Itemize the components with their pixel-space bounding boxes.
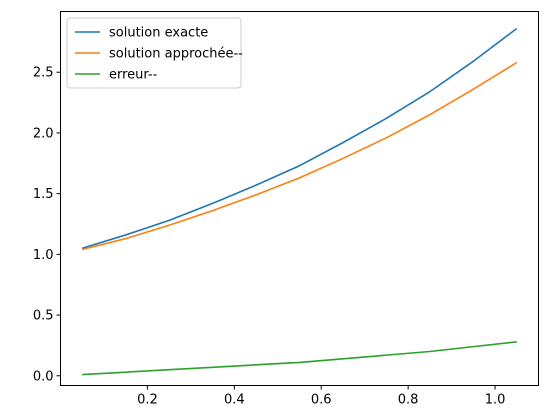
x-tick-label: 0.2 xyxy=(137,393,158,408)
y-tick-label: 0.0 xyxy=(33,369,54,384)
y-axis: 0.0 0.5 1.0 1.5 2.0 2.5 xyxy=(33,66,61,384)
y-tick-label: 1.5 xyxy=(33,187,54,202)
x-tick-label: 1.0 xyxy=(485,393,506,408)
series-line-2 xyxy=(82,61,518,251)
y-tick-label: 2.5 xyxy=(33,66,54,81)
legend: solution exacte solution approchée-- erreu… xyxy=(66,17,243,89)
legend-label: erreur-- xyxy=(109,68,158,83)
x-tick-label: 0.4 xyxy=(224,393,245,408)
series-line-3 xyxy=(82,340,517,376)
y-tick-label: 1.0 xyxy=(33,248,54,263)
y-tick-label: 2.0 xyxy=(33,126,54,141)
series-lines xyxy=(81,27,518,376)
axes-frame xyxy=(60,11,539,386)
y-tick-label: 0.5 xyxy=(33,309,54,324)
x-tick-label: 0.8 xyxy=(398,393,419,408)
legend-box xyxy=(66,17,242,89)
legend-label: solution exacte xyxy=(109,26,208,41)
series-line-1 xyxy=(81,27,518,250)
x-tick-label: 0.6 xyxy=(311,393,332,408)
x-axis: 0.2 0.4 0.6 0.8 1.0 xyxy=(137,385,506,408)
legend-label: solution approchée-- xyxy=(109,47,243,62)
